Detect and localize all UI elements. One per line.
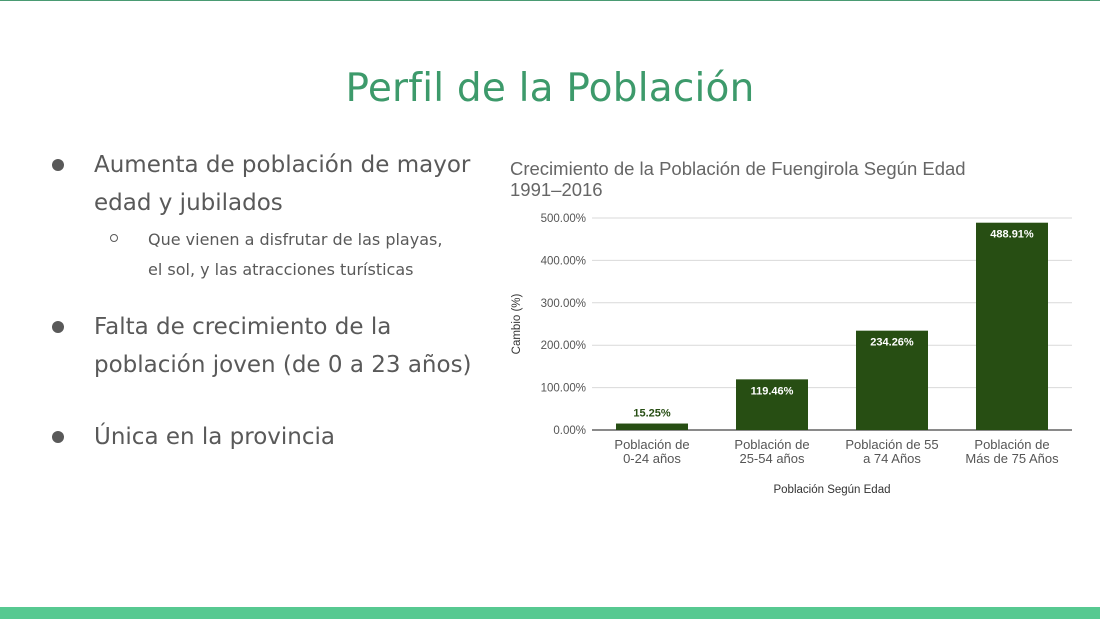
slide-title: Perfil de la Población	[345, 66, 755, 111]
bar	[976, 222, 1048, 430]
x-tick-label: Más de 75 Años	[965, 451, 1059, 466]
x-tick-label: 25-54 años	[739, 451, 805, 466]
bullet-line: edad y jubilados	[94, 190, 283, 216]
bar	[616, 423, 688, 430]
bar-chart: 0.00% 100.00% 200.00% 300.00% 400.00% 500.00%…	[511, 213, 1072, 496]
bar	[736, 379, 808, 430]
y-tick-label: 400.00%	[541, 255, 586, 267]
x-tick-label: a 74 Años	[863, 451, 921, 466]
bullet-line: Falta de crecimiento de la	[94, 314, 392, 340]
bullet-dot	[52, 431, 64, 443]
bullet-line: población joven (de 0 a 23 años)	[94, 352, 472, 378]
chart-title-line: Crecimiento de la Población de Fuengirol…	[510, 158, 966, 179]
y-tick-label: 300.00%	[541, 298, 586, 310]
top-rule	[0, 0, 1100, 1]
sub-bullet-line: el sol, y las atracciones turísticas	[148, 260, 414, 279]
data-label: 15.25%	[633, 408, 671, 420]
y-tick-label: 500.00%	[541, 213, 586, 225]
sub-bullet-ring	[110, 234, 118, 242]
x-tick-label: 0-24 años	[623, 451, 681, 466]
x-tick-label: Población de	[974, 437, 1049, 452]
chart-container: Crecimiento de la Población de Fuengirol…	[505, 150, 1090, 510]
y-tick-label: 0.00%	[553, 425, 586, 437]
x-tick-label: Población de	[734, 437, 809, 452]
y-axis-label: Cambio (%)	[511, 293, 523, 354]
data-label: 119.46%	[751, 385, 794, 397]
chart-title: Crecimiento de la Población de Fuengirol…	[510, 158, 1070, 200]
y-tick-label: 100.00%	[541, 383, 586, 395]
bullet-dot	[52, 159, 64, 171]
sub-bullet-line: Que vienen a disfrutar de las playas,	[148, 230, 443, 249]
bottom-band	[0, 607, 1100, 619]
x-axis-label: Población Según Edad	[773, 484, 890, 496]
bullet-line: Única en la provincia	[94, 424, 336, 450]
bullet-dot	[52, 321, 64, 333]
bar	[856, 330, 928, 430]
chart-title-line: 1991–2016	[510, 179, 603, 200]
y-tick-label: 200.00%	[541, 340, 586, 352]
bullet-line: Aumenta de población de mayor	[94, 152, 471, 178]
x-tick-label: Población de	[614, 437, 689, 452]
data-label: 234.26%	[870, 337, 914, 349]
x-tick-label: Población de 55	[845, 437, 938, 452]
data-label: 488.91%	[990, 229, 1034, 241]
